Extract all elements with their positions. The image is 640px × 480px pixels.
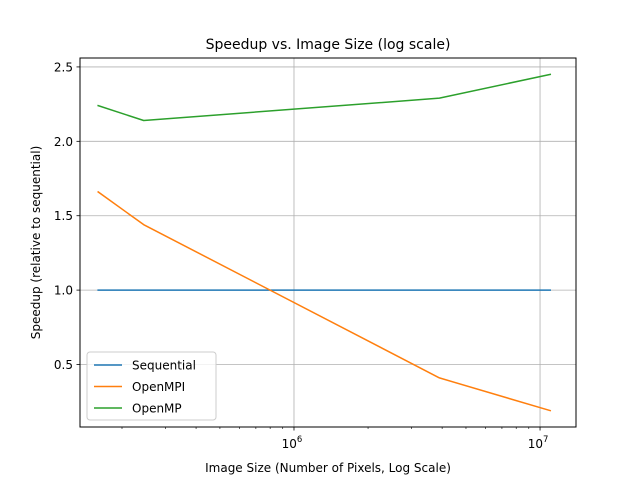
- x-tick-label: 106: [282, 435, 303, 451]
- y-tick-label: 0.5: [54, 358, 73, 372]
- plot-frame: [79, 57, 577, 428]
- legend-box: [86, 351, 217, 421]
- legend-label-sequential: Sequential: [132, 359, 196, 373]
- y-tick-label: 1.5: [54, 209, 73, 223]
- legend: Sequential OpenMPI OpenMP: [86, 351, 217, 421]
- axis-ticks: 0.5 1.0 1.5 2.0 2.5 106 107: [54, 60, 548, 451]
- series-line-openmpi: [97, 190, 552, 412]
- chart-title: Speedup vs. Image Size (log scale): [206, 37, 451, 53]
- y-tick-label: 1.0: [54, 284, 73, 298]
- legend-label-openmpi: OpenMPI: [132, 380, 185, 394]
- legend-label-openmp: OpenMP: [132, 402, 182, 416]
- series-lines: [97, 73, 552, 412]
- x-axis-label: Image Size (Number of Pixels, Log Scale): [205, 461, 451, 475]
- y-axis-label: Speedup (relative to sequential): [29, 146, 43, 340]
- y-tick-label: 2.0: [54, 135, 73, 149]
- x-tick-label: 107: [528, 435, 549, 451]
- series-line-openmp: [97, 73, 552, 122]
- y-tick-label: 2.5: [54, 60, 73, 74]
